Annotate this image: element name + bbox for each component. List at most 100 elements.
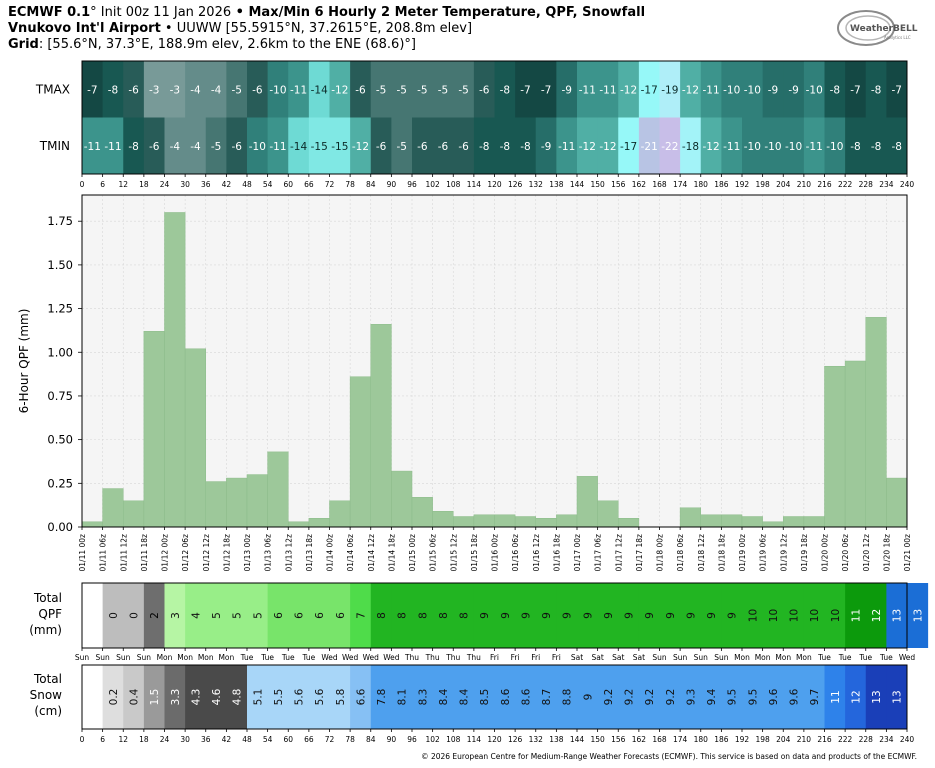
total-snow-value: 9.2 bbox=[644, 689, 656, 706]
total-snow-cell bbox=[597, 665, 619, 729]
snow-axis-tick-label: 60 bbox=[283, 735, 293, 744]
total-qpf-value: 13 bbox=[892, 609, 904, 622]
total-snow-value: 9.4 bbox=[706, 688, 718, 705]
total-qpf-cell bbox=[391, 583, 413, 648]
day-label: Tue bbox=[281, 653, 295, 662]
qpf-y-tick-label: 0.00 bbox=[47, 520, 73, 534]
temp-axis-tick-label: 132 bbox=[529, 180, 544, 189]
temp-axis-tick-label: 90 bbox=[387, 180, 397, 189]
day-label: Sun bbox=[714, 653, 729, 662]
tmin-cell bbox=[865, 117, 887, 174]
total-snow-value: 13 bbox=[892, 690, 904, 703]
snow-axis-tick-label: 168 bbox=[652, 735, 667, 744]
header-line-1: ECMWF 0.1° Init 00z 11 Jan 2026 • Max/Mi… bbox=[8, 5, 646, 20]
total-qpf-cell bbox=[638, 583, 660, 648]
total-snow-cell bbox=[824, 665, 846, 729]
snow-axis-tick-label: 180 bbox=[694, 735, 709, 744]
day-label: Sat bbox=[612, 653, 624, 662]
tmin-value: -8 bbox=[850, 141, 860, 153]
total-snow-cell bbox=[329, 665, 351, 729]
total-snow-value: 4.3 bbox=[190, 689, 202, 706]
qpf-bar bbox=[473, 514, 495, 528]
total-snow-value: 1.5 bbox=[149, 689, 161, 706]
day-label: Sun bbox=[652, 653, 667, 662]
tmin-cell bbox=[680, 117, 702, 174]
snow-axis-tick-label: 192 bbox=[735, 735, 750, 744]
tmax-cell bbox=[556, 61, 578, 118]
total-qpf-cell bbox=[288, 583, 310, 648]
snow-axis-tick-label: 234 bbox=[879, 735, 894, 744]
qpf-bar bbox=[556, 514, 578, 528]
total-qpf-cell bbox=[473, 583, 495, 648]
qpf-bar bbox=[514, 516, 536, 528]
tmax-cell bbox=[391, 61, 413, 118]
temp-axis-tick-label: 18 bbox=[139, 180, 149, 189]
day-label: Mon bbox=[198, 653, 214, 662]
tmax-cell bbox=[308, 61, 330, 118]
temp-axis-tick-label: 126 bbox=[508, 180, 523, 189]
total-snow-cell bbox=[205, 665, 227, 729]
tmin-cell bbox=[845, 117, 867, 174]
total-snow-cell bbox=[742, 665, 764, 729]
total-qpf-cell bbox=[700, 583, 722, 648]
tmax-value: -17 bbox=[641, 84, 658, 96]
tmax-cell bbox=[865, 61, 887, 118]
tmin-cell bbox=[205, 117, 227, 174]
qpf-bar bbox=[824, 365, 846, 528]
qpf-x-date-label: 01/20 12z bbox=[862, 534, 871, 572]
total-qpf-cell bbox=[886, 583, 908, 648]
total-snow-cell bbox=[556, 665, 578, 729]
total-snow-cell bbox=[123, 665, 145, 729]
qpf-x-date-label: 01/17 18z bbox=[635, 534, 644, 572]
total-snow-label-line: Total bbox=[33, 672, 62, 686]
day-label: Wed bbox=[363, 653, 380, 662]
total-snow-cell bbox=[577, 665, 599, 729]
qpf-x-date-label: 01/15 18z bbox=[470, 534, 479, 572]
day-label: Wed bbox=[899, 653, 916, 662]
qpf-bar bbox=[865, 317, 887, 528]
total-qpf-value: 0 bbox=[129, 612, 141, 619]
total-qpf-cell bbox=[453, 583, 475, 648]
qpf-y-tick-label: 0.75 bbox=[47, 389, 73, 403]
tmin-value: -11 bbox=[104, 141, 121, 153]
snow-axis-tick-label: 96 bbox=[407, 735, 417, 744]
total-snow-value: 6.6 bbox=[355, 688, 367, 705]
total-snow-value: 9 bbox=[582, 694, 594, 701]
temp-axis-tick-label: 48 bbox=[242, 180, 252, 189]
qpf-x-date-label: 01/18 06z bbox=[676, 534, 685, 572]
total-snow-cell bbox=[288, 665, 310, 729]
tmin-value: -4 bbox=[190, 141, 201, 153]
snow-axis-tick-label: 78 bbox=[345, 735, 355, 744]
temp-axis-tick-label: 186 bbox=[714, 180, 729, 189]
total-qpf-value: 5 bbox=[232, 612, 244, 619]
tmax-value: -5 bbox=[396, 84, 406, 96]
temp-axis-tick-label: 234 bbox=[879, 180, 894, 189]
tmin-cell bbox=[473, 117, 495, 174]
tmax-value: -5 bbox=[438, 84, 448, 96]
qpf-x-date-label: 01/12 18z bbox=[222, 534, 231, 572]
total-qpf-value: 8 bbox=[459, 612, 471, 619]
qpf-bar bbox=[886, 477, 908, 528]
total-snow-value: 11 bbox=[830, 690, 842, 703]
temp-axis-tick-label: 222 bbox=[838, 180, 853, 189]
total-snow-cell bbox=[185, 665, 207, 729]
weatherbell-logo: WeatherBELL Analytics LLC bbox=[836, 8, 920, 48]
total-snow-cell bbox=[453, 665, 475, 729]
snow-axis-tick-label: 210 bbox=[797, 735, 812, 744]
tmin-value: -12 bbox=[352, 141, 369, 153]
qpf-x-date-label: 01/18 12z bbox=[697, 534, 706, 572]
total-snow-cell bbox=[700, 665, 722, 729]
tmin-cell bbox=[267, 117, 289, 174]
total-snow-cell bbox=[618, 665, 640, 729]
snow-axis-tick-label: 114 bbox=[467, 735, 482, 744]
temp-axis-tick-label: 150 bbox=[590, 180, 605, 189]
total-qpf-value: 13 bbox=[912, 609, 924, 622]
qpf-bar bbox=[205, 481, 227, 528]
total-qpf-value: 9 bbox=[603, 612, 615, 619]
qpf-x-date-label: 01/21 00z bbox=[903, 534, 912, 572]
tmin-value: -11 bbox=[84, 141, 101, 153]
tmax-value: -7 bbox=[520, 84, 530, 96]
tmax-value: -6 bbox=[128, 84, 139, 96]
tmax-row-label: TMAX bbox=[35, 82, 70, 96]
svg-text:Analytics LLC: Analytics LLC bbox=[884, 35, 911, 40]
